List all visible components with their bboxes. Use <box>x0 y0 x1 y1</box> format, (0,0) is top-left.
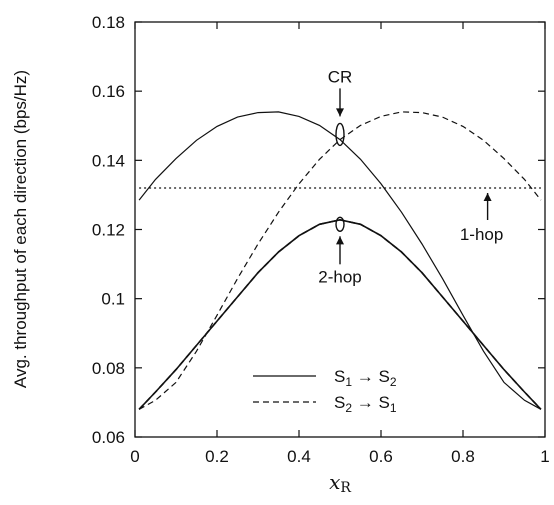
annotation-label-1-hop: 1-hop <box>460 225 503 244</box>
cr-arrow-head <box>336 108 344 117</box>
annotations: CR 2-hop 1-hop <box>318 67 503 286</box>
y-axis-ticks: 0.06 0.08 0.1 0.12 0.14 0.16 0.18 <box>92 13 545 447</box>
two-hop-marker-ellipse <box>335 216 345 233</box>
series-line-cr-dashed <box>138 111 542 410</box>
two-hop-arrow-head <box>336 236 344 245</box>
y-tick-label: 0.14 <box>92 151 125 170</box>
x-axis-ticks: 0 0.2 0.4 0.6 0.8 1 <box>130 22 550 466</box>
y-tick-label: 0.1 <box>101 290 125 309</box>
y-axis-label: Avg. throughput of each direction (bps/H… <box>11 70 30 388</box>
annotation-label-2-hop: 2-hop <box>318 267 361 286</box>
series-lines <box>138 111 542 410</box>
x-axis-label-main: x <box>329 470 340 494</box>
x-axis-label: xR <box>329 470 351 496</box>
y-tick-label: 0.08 <box>92 359 125 378</box>
legend: S1 → S2 S2 → S1 <box>253 367 397 415</box>
y-tick-label: 0.16 <box>92 82 125 101</box>
y-tick-label: 0.06 <box>92 428 125 447</box>
y-tick-label: 0.18 <box>92 13 125 32</box>
cr-marker-ellipse <box>335 122 345 147</box>
one-hop-arrow-head <box>483 193 492 201</box>
x-tick-label: 0.2 <box>205 447 229 466</box>
x-tick-label: 0.8 <box>451 447 475 466</box>
annotation-label-cr: CR <box>328 67 353 86</box>
x-axis-label-subscript: R <box>340 480 351 496</box>
y-tick-label: 0.12 <box>92 221 125 240</box>
x-tick-label: 0 <box>130 447 139 466</box>
legend-label-dashed: S2 → S1 <box>334 393 397 415</box>
x-tick-label: 0.4 <box>287 447 311 466</box>
series-line-2-hop-dashed <box>138 218 542 410</box>
x-tick-label: 0.6 <box>369 447 393 466</box>
x-tick-label: 1 <box>540 447 549 466</box>
legend-label-solid: S1 → S2 <box>334 367 397 389</box>
